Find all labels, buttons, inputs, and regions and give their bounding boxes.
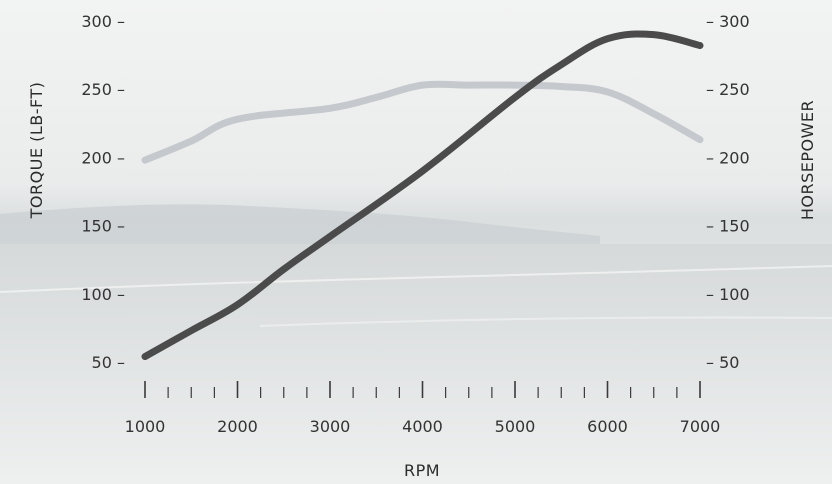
torque-line bbox=[141, 80, 704, 164]
x-tick-label: 5000 bbox=[495, 417, 536, 436]
series-layer bbox=[141, 30, 704, 361]
road-stripe bbox=[0, 265, 832, 293]
y-left-tick-label: 300 – bbox=[81, 12, 125, 31]
y-left-tick-label: 250 – bbox=[81, 80, 125, 99]
right-axis-title: HORSEPOWER bbox=[798, 100, 817, 220]
y-right-tick-label: – 250 bbox=[706, 80, 750, 99]
horsepower-line bbox=[141, 30, 704, 361]
y-right-tick-label: – 300 bbox=[706, 12, 750, 31]
x-tick-label: 1000 bbox=[125, 417, 166, 436]
distant-hills bbox=[0, 204, 600, 248]
x-axis-title: RPM bbox=[404, 461, 440, 480]
y-left-tick-label: 200 – bbox=[81, 148, 125, 167]
left-y-axis: 50 – 100 – 150 – 200 – 250 – 300 – bbox=[81, 12, 125, 372]
x-tick-label: 3000 bbox=[310, 417, 351, 436]
y-left-tick-label: 50 – bbox=[92, 353, 125, 372]
y-right-tick-label: – 150 bbox=[706, 217, 750, 236]
y-left-tick-label: 150 – bbox=[81, 217, 125, 236]
ground-plane bbox=[0, 244, 832, 484]
x-tick-label: 6000 bbox=[587, 417, 628, 436]
y-right-tick-label: – 50 bbox=[706, 353, 739, 372]
y-left-tick-label: 100 – bbox=[81, 285, 125, 304]
left-axis-title: TORQUE (LB-FT) bbox=[27, 82, 46, 220]
x-tick-label: 7000 bbox=[680, 417, 721, 436]
right-y-axis: – 50 – 100 – 150 – 200 – 250 – 300 bbox=[706, 12, 750, 372]
x-axis: 1000 2000 3000 4000 5000 6000 7000 bbox=[125, 381, 721, 436]
x-tick-label: 2000 bbox=[217, 417, 258, 436]
x-tick-label: 4000 bbox=[402, 417, 443, 436]
y-right-tick-label: – 200 bbox=[706, 148, 750, 167]
y-right-tick-label: – 100 bbox=[706, 285, 750, 304]
road-stripe-2 bbox=[259, 316, 832, 327]
